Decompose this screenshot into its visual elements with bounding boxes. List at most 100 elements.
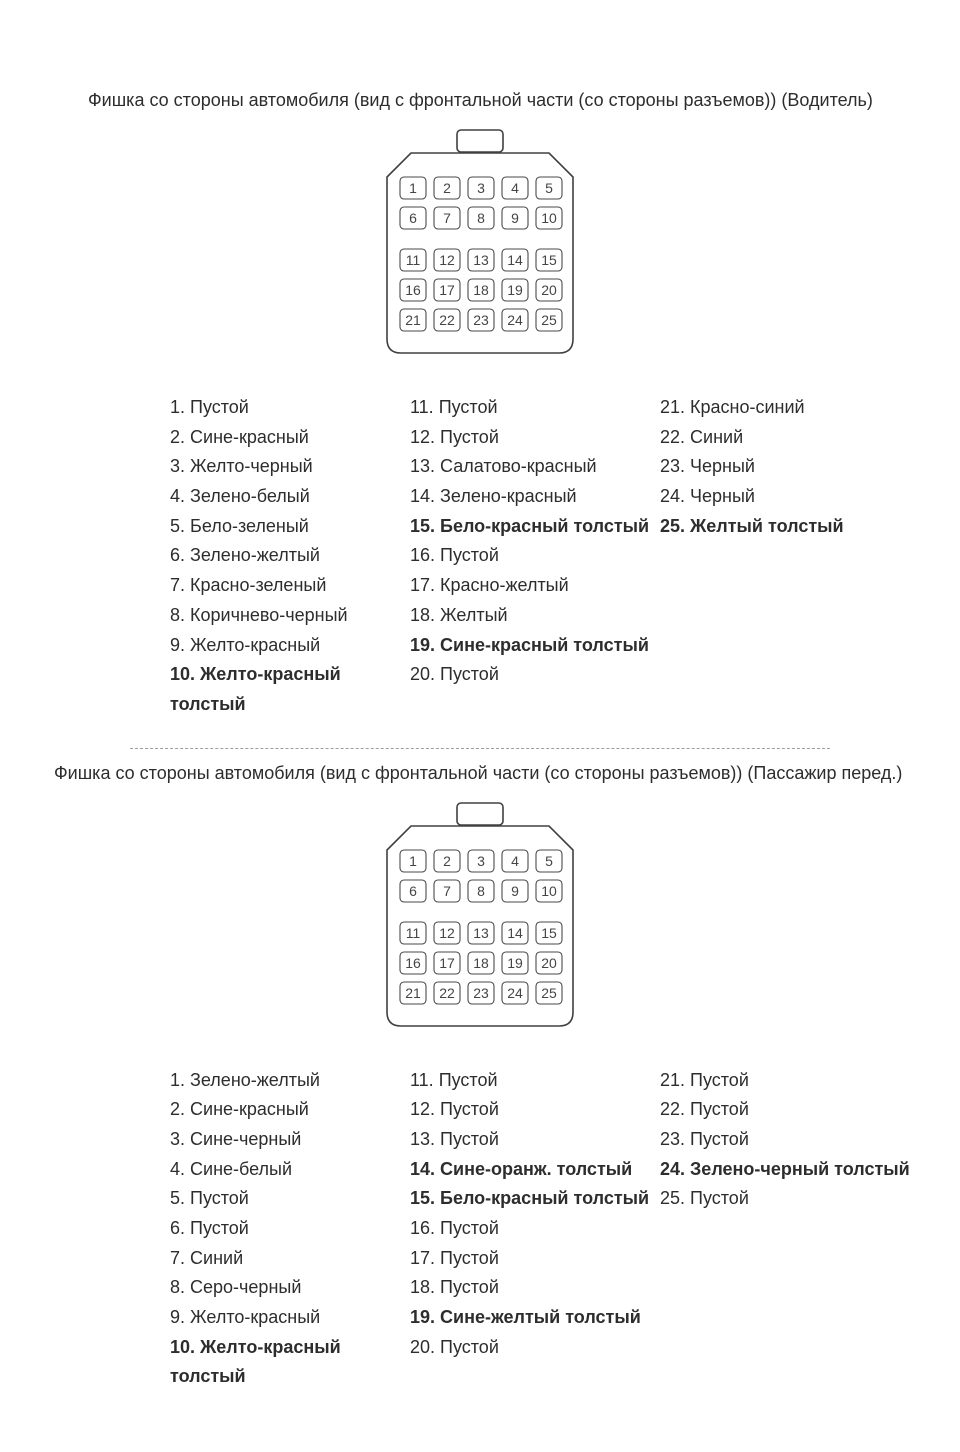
pin-color-text: Сине-красный [190,427,309,447]
svg-text:9: 9 [511,883,519,899]
pin-color-text: Пустой [190,397,249,417]
svg-text:8: 8 [477,883,485,899]
pin-color-text: Пустой [440,1277,499,1297]
svg-text:22: 22 [439,985,455,1001]
pin-item: 3. Желто-черный [170,452,410,482]
pin-color-text: Пустой [190,1218,249,1238]
pin-number: 7. [170,575,190,595]
pin-color-text: Серо-черный [190,1277,301,1297]
pin-item: 6. Пустой [170,1214,410,1244]
pin-number: 14. [410,486,440,506]
pin-number: 23. [660,1129,690,1149]
pin-number: 6. [170,545,190,565]
svg-text:2: 2 [443,180,451,196]
pin-color-text: Пустой [440,427,499,447]
svg-text:23: 23 [473,312,489,328]
pin-item: 20. Пустой [410,660,660,690]
svg-text:22: 22 [439,312,455,328]
svg-text:20: 20 [541,282,557,298]
pin-color-text: Черный [690,456,755,476]
pin-item: 2. Сине-красный [170,1095,410,1125]
pin-item: 19. Сине-красный толстый [410,631,660,661]
pin-number: 16. [410,545,440,565]
pin-number: 16. [410,1218,440,1238]
svg-text:24: 24 [507,985,523,1001]
pin-number: 22. [660,1099,690,1119]
pin-number: 6. [170,1218,190,1238]
pin-number: 5. [170,1188,190,1208]
pin-item: 7. Синий [170,1244,410,1274]
svg-text:20: 20 [541,955,557,971]
svg-text:3: 3 [477,853,485,869]
pin-number: 20. [410,1337,440,1357]
pin-number: 1. [170,1070,190,1090]
col-1: 1. Пустой2. Сине-красный3. Желто-черный4… [170,393,410,720]
svg-text:2: 2 [443,853,451,869]
svg-text:6: 6 [409,210,417,226]
pin-color-text: Сине-желтый толстый [440,1307,641,1327]
pin-item: 12. Пустой [410,423,660,453]
pin-color-text: Пустой [190,1188,249,1208]
pin-number: 13. [410,1129,440,1149]
svg-text:7: 7 [443,210,451,226]
pin-color-text: Пустой [440,1129,499,1149]
svg-text:10: 10 [541,210,557,226]
pin-item: 12. Пустой [410,1095,660,1125]
svg-text:5: 5 [545,180,553,196]
pin-color-text: Пустой [440,1218,499,1238]
pin-number: 14. [410,1159,440,1179]
pin-color-text: Желто-красный [190,635,320,655]
pin-number: 5. [170,516,190,536]
pin-color-text: Сине-красный [190,1099,309,1119]
pin-color-text: Пустой [690,1129,749,1149]
svg-text:6: 6 [409,883,417,899]
col-3: 21. Пустой22. Пустой23. Пустой24. Зелено… [660,1066,910,1393]
pin-number: 24. [660,1159,690,1179]
svg-text:14: 14 [507,925,523,941]
pin-number: 10. [170,664,200,684]
pin-color-text: Коричнево-черный [190,605,348,625]
pin-number: 12. [410,427,440,447]
pin-item: 18. Желтый [410,601,660,631]
pin-color-text: Пустой [439,1070,498,1090]
pin-number: 15. [410,1188,440,1208]
col-3: 21. Красно-синий22. Синий23. Черный24. Ч… [660,393,844,720]
svg-text:12: 12 [439,925,455,941]
pin-item: 15. Бело-красный толстый [410,512,660,542]
pin-color-text: Зелено-белый [190,486,310,506]
pin-number: 18. [410,1277,440,1297]
pin-item: 14. Зелено-красный [410,482,660,512]
svg-text:18: 18 [473,955,489,971]
pin-color-text: Желтый [440,605,508,625]
svg-text:25: 25 [541,312,557,328]
pin-number: 24. [660,486,690,506]
pin-item: 25. Желтый толстый [660,512,844,542]
pin-color-text: Желто-черный [190,456,313,476]
section-separator [130,748,830,749]
pin-item: 4. Сине-белый [170,1155,410,1185]
connector-svg: 1234567891011121314151617181920212223242… [375,129,585,359]
pin-color-text: Красно-желтый [440,575,569,595]
pin-item: 10. Желто-красный толстый [170,1333,410,1392]
connector-svg: 1234567891011121314151617181920212223242… [375,802,585,1032]
pin-number: 18. [410,605,440,625]
pin-item: 13. Салатово-красный [410,452,660,482]
pin-number: 25. [660,1188,690,1208]
pin-number: 1. [170,397,190,417]
pin-number: 9. [170,1307,190,1327]
pin-item: 22. Пустой [660,1095,910,1125]
pin-number: 17. [410,1248,440,1268]
section-title-passenger: Фишка со стороны автомобиля (вид с фронт… [40,763,920,784]
pin-item: 9. Желто-красный [170,1303,410,1333]
pin-number: 20. [410,664,440,684]
pin-item: 21. Красно-синий [660,393,844,423]
connector-diagram-driver: 1234567891011121314151617181920212223242… [40,129,920,359]
pin-item: 5. Бело-зеленый [170,512,410,542]
pin-number: 8. [170,1277,190,1297]
pin-item: 5. Пустой [170,1184,410,1214]
pin-item: 2. Сине-красный [170,423,410,453]
pin-item: 16. Пустой [410,1214,660,1244]
pin-color-text: Синий [190,1248,243,1268]
pin-color-text: Зелено-красный [440,486,577,506]
pin-item: 18. Пустой [410,1273,660,1303]
